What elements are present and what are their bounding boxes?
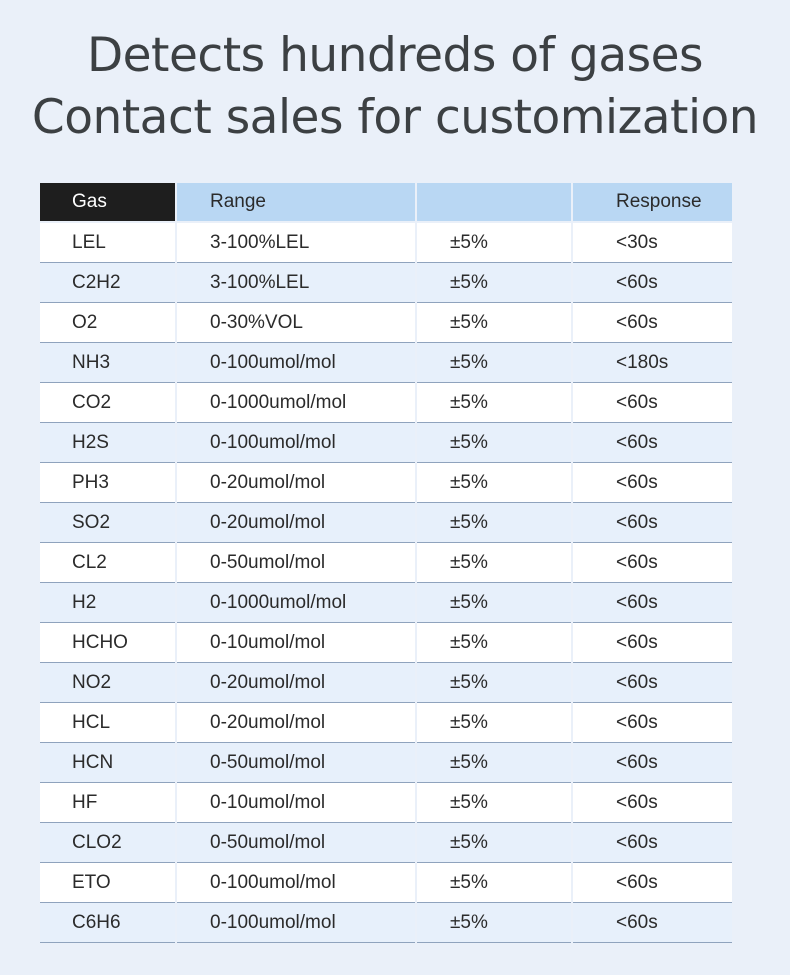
range-cell: 0-50umol/mol — [177, 743, 415, 783]
response-cell: <60s — [573, 263, 732, 303]
response-cell: <60s — [573, 863, 732, 903]
table-row: PH3 0-20umol/mol ±5% <60s — [40, 463, 732, 503]
range-cell: 0-100umol/mol — [177, 343, 415, 383]
accuracy-cell: ±5% — [417, 823, 571, 863]
gas-cell: HF — [40, 783, 175, 823]
response-cell: <180s — [573, 343, 732, 383]
accuracy-cell: ±5% — [417, 463, 571, 503]
gas-cell: HCL — [40, 703, 175, 743]
header-gas: Gas — [40, 183, 175, 221]
table-row: NO2 0-20umol/mol ±5% <60s — [40, 663, 732, 703]
accuracy-cell: ±5% — [417, 743, 571, 783]
table-row: C2H2 3-100%LEL ±5% <60s — [40, 263, 732, 303]
range-cell: 0-20umol/mol — [177, 503, 415, 543]
accuracy-cell: ±5% — [417, 583, 571, 623]
table-row: ETO 0-100umol/mol ±5% <60s — [40, 863, 732, 903]
header-response: Response — [573, 183, 732, 221]
headline-line-1: Detects hundreds of gases — [86, 28, 704, 83]
response-cell: <60s — [573, 303, 732, 343]
range-cell: 0-50umol/mol — [177, 823, 415, 863]
gas-cell: CLO2 — [40, 823, 175, 863]
response-cell: <60s — [573, 703, 732, 743]
range-cell: 3-100%LEL — [177, 263, 415, 303]
accuracy-cell: ±5% — [417, 263, 571, 303]
gas-cell: H2S — [40, 423, 175, 463]
gas-cell: C6H6 — [40, 903, 175, 943]
table-row: HCL 0-20umol/mol ±5% <60s — [40, 703, 732, 743]
gas-cell: LEL — [40, 223, 175, 263]
response-cell: <30s — [573, 223, 732, 263]
range-cell: 0-100umol/mol — [177, 863, 415, 903]
range-cell: 0-100umol/mol — [177, 903, 415, 943]
headline-line-2: Contact sales for customization — [31, 90, 759, 145]
range-cell: 0-100umol/mol — [177, 423, 415, 463]
accuracy-cell: ±5% — [417, 303, 571, 343]
response-cell: <60s — [573, 503, 732, 543]
gas-cell: ETO — [40, 863, 175, 903]
gas-cell: NH3 — [40, 343, 175, 383]
table-row: CL2 0-50umol/mol ±5% <60s — [40, 543, 732, 583]
accuracy-cell: ±5% — [417, 223, 571, 263]
accuracy-cell: ±5% — [417, 383, 571, 423]
gas-cell: NO2 — [40, 663, 175, 703]
range-cell: 0-20umol/mol — [177, 463, 415, 503]
table-row: H2 0-1000umol/mol ±5% <60s — [40, 583, 732, 623]
table-row: CO2 0-1000umol/mol ±5% <60s — [40, 383, 732, 423]
range-cell: 0-10umol/mol — [177, 783, 415, 823]
response-cell: <60s — [573, 663, 732, 703]
accuracy-cell: ±5% — [417, 703, 571, 743]
table-row: SO2 0-20umol/mol ±5% <60s — [40, 503, 732, 543]
gas-cell: H2 — [40, 583, 175, 623]
response-cell: <60s — [573, 463, 732, 503]
table-row: HF 0-10umol/mol ±5% <60s — [40, 783, 732, 823]
range-cell: 0-1000umol/mol — [177, 583, 415, 623]
gas-cell: HCHO — [40, 623, 175, 663]
table-row: HCN 0-50umol/mol ±5% <60s — [40, 743, 732, 783]
response-cell: <60s — [573, 623, 732, 663]
response-cell: <60s — [573, 543, 732, 583]
table-row: HCHO 0-10umol/mol ±5% <60s — [40, 623, 732, 663]
table-row: LEL 3-100%LEL ±5% <30s — [40, 223, 732, 263]
response-cell: <60s — [573, 783, 732, 823]
gas-cell: CL2 — [40, 543, 175, 583]
gas-cell: SO2 — [40, 503, 175, 543]
table-row: O2 0-30%VOL ±5% <60s — [40, 303, 732, 343]
accuracy-cell: ±5% — [417, 503, 571, 543]
range-cell: 0-30%VOL — [177, 303, 415, 343]
gas-cell: O2 — [40, 303, 175, 343]
range-cell: 0-20umol/mol — [177, 663, 415, 703]
accuracy-cell: ±5% — [417, 903, 571, 943]
gas-cell: C2H2 — [40, 263, 175, 303]
table-body: LEL 3-100%LEL ±5% <30s C2H2 3-100%LEL ±5% <60s O… — [40, 223, 732, 943]
response-cell: <60s — [573, 423, 732, 463]
range-cell: 0-50umol/mol — [177, 543, 415, 583]
accuracy-cell: ±5% — [417, 623, 571, 663]
response-cell: <60s — [573, 583, 732, 623]
accuracy-cell: ±5% — [417, 863, 571, 903]
accuracy-cell: ±5% — [417, 543, 571, 583]
table-row: CLO2 0-50umol/mol ±5% <60s — [40, 823, 732, 863]
header-accuracy — [417, 183, 571, 221]
range-cell: 0-20umol/mol — [177, 703, 415, 743]
accuracy-cell: ±5% — [417, 423, 571, 463]
response-cell: <60s — [573, 743, 732, 783]
gas-cell: HCN — [40, 743, 175, 783]
table-row: NH3 0-100umol/mol ±5% <180s — [40, 343, 732, 383]
response-cell: <60s — [573, 383, 732, 423]
table-row: H2S 0-100umol/mol ±5% <60s — [40, 423, 732, 463]
accuracy-cell: ±5% — [417, 343, 571, 383]
range-cell: 0-1000umol/mol — [177, 383, 415, 423]
table-row: C6H6 0-100umol/mol ±5% <60s — [40, 903, 732, 943]
range-cell: 0-10umol/mol — [177, 623, 415, 663]
gas-cell: CO2 — [40, 383, 175, 423]
gas-cell: PH3 — [40, 463, 175, 503]
response-cell: <60s — [573, 903, 732, 943]
response-cell: <60s — [573, 823, 732, 863]
range-cell: 3-100%LEL — [177, 223, 415, 263]
accuracy-cell: ±5% — [417, 783, 571, 823]
gas-spec-table: Gas Range Response LEL 3-100%LEL ±5% <30s C2… — [40, 183, 732, 943]
header-range: Range — [177, 183, 415, 221]
accuracy-cell: ±5% — [417, 663, 571, 703]
table-header-row: Gas Range Response — [40, 183, 732, 221]
